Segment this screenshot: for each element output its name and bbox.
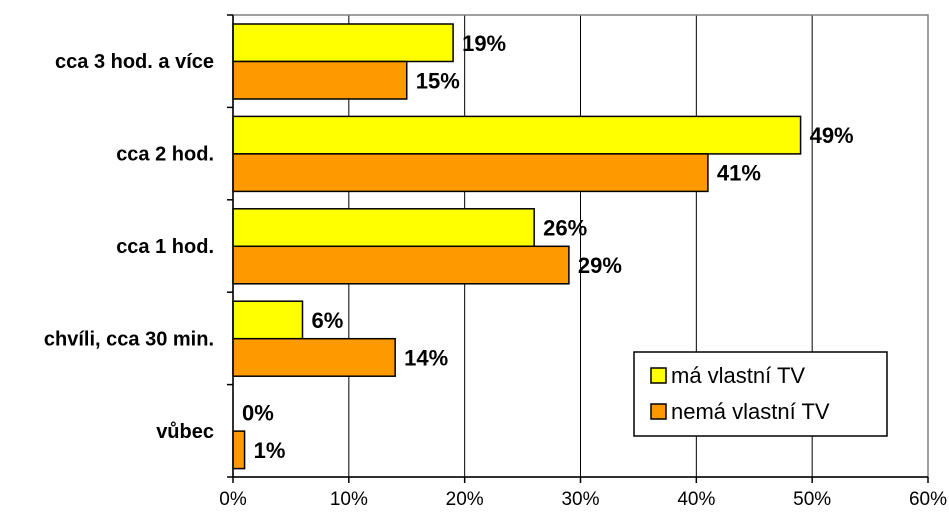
data-label-nema-vlastni-tv-cca-3-hod-a-vice: 15% <box>416 68 460 93</box>
x-tick-label: 0% <box>219 489 247 510</box>
data-label-nema-vlastni-tv-chvili-cca-30-min: 14% <box>404 345 448 370</box>
legend-label-nema-vlastni-tv: nemá vlastní TV <box>671 399 830 424</box>
category-label-cca-1-hod: cca 1 hod. <box>116 236 214 258</box>
data-label-ma-vlastni-tv-cca-3-hod-a-vice: 19% <box>462 31 506 56</box>
data-label-ma-vlastni-tv-vubec: 0% <box>242 400 274 425</box>
category-label-cca-2-hod: cca 2 hod. <box>116 144 214 166</box>
x-tick-label: 20% <box>446 489 484 510</box>
x-tick-label: 50% <box>793 489 831 510</box>
data-label-ma-vlastni-tv-cca-1-hod: 26% <box>543 216 587 241</box>
data-label-nema-vlastni-tv-cca-2-hod: 41% <box>717 161 761 186</box>
category-label-vubec: vůbec <box>156 421 214 443</box>
bars <box>232 23 802 470</box>
legend: má vlastní TV nemá vlastní TV <box>633 351 888 437</box>
data-label-nema-vlastni-tv-vubec: 1% <box>254 438 286 463</box>
bar-nema-vlastni-tv-vubec <box>232 430 246 470</box>
legend-swatch-nema-vlastni-tv <box>650 403 667 420</box>
axes <box>227 14 929 483</box>
data-label-ma-vlastni-tv-chvili-cca-30-min: 6% <box>312 308 344 333</box>
bar-ma-vlastni-tv-cca-1-hod <box>232 208 535 248</box>
category-labels: cca 3 hod. a více cca 2 hod. cca 1 hod. chv… <box>44 51 214 443</box>
x-tick-label: 60% <box>909 489 947 510</box>
category-label-chvili-cca-30-min: chvíli, cca 30 min. <box>44 328 214 350</box>
legend-label-ma-vlastni-tv: má vlastní TV <box>671 363 805 388</box>
x-tick-label: 40% <box>677 489 715 510</box>
x-tick-labels: 0% 10% 20% 30% 40% 50% 60% <box>219 489 947 510</box>
bar-nema-vlastni-tv-cca-3-hod-a-vice <box>232 60 408 100</box>
x-tick-label: 10% <box>330 489 368 510</box>
bar-nema-vlastni-tv-cca-1-hod <box>232 245 570 285</box>
data-label-ma-vlastni-tv-cca-2-hod: 49% <box>810 123 854 148</box>
bar-ma-vlastni-tv-cca-3-hod-a-vice <box>232 23 454 63</box>
bar-nema-vlastni-tv-cca-2-hod <box>232 153 709 193</box>
data-label-nema-vlastni-tv-cca-1-hod: 29% <box>578 253 622 278</box>
legend-box <box>633 351 888 437</box>
bar-ma-vlastni-tv-cca-2-hod <box>232 115 802 155</box>
x-tick-label: 30% <box>561 489 599 510</box>
legend-swatch-ma-vlastni-tv <box>650 367 667 384</box>
data-labels: 19%15% 49% 41% 26% 29% 6% 14% 0% 1% <box>242 31 854 463</box>
bar-ma-vlastni-tv-chvili-cca-30-min <box>232 300 304 340</box>
category-label-cca-3-hod-a-vice: cca 3 hod. a více <box>55 51 214 73</box>
bar-nema-vlastni-tv-chvili-cca-30-min <box>232 337 396 377</box>
